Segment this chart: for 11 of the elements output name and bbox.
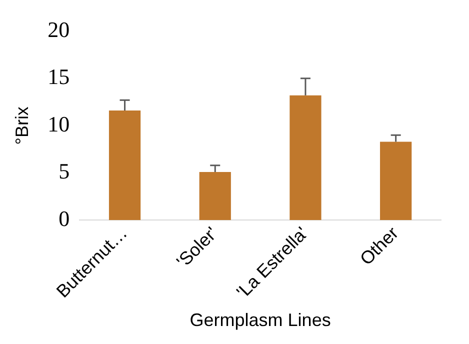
x-axis-title: Germplasm Lines xyxy=(190,310,331,330)
y-tick-label: 5 xyxy=(58,158,70,184)
y-tick-label: 20 xyxy=(48,16,70,42)
y-axis-title: °Brix xyxy=(12,106,32,145)
y-tick-label: 15 xyxy=(48,64,70,90)
y-tick-label: 10 xyxy=(48,111,70,136)
bar xyxy=(199,172,231,220)
bar xyxy=(380,142,412,220)
bar xyxy=(290,95,322,220)
y-tick-label: 0 xyxy=(58,206,70,231)
bar xyxy=(108,110,141,220)
